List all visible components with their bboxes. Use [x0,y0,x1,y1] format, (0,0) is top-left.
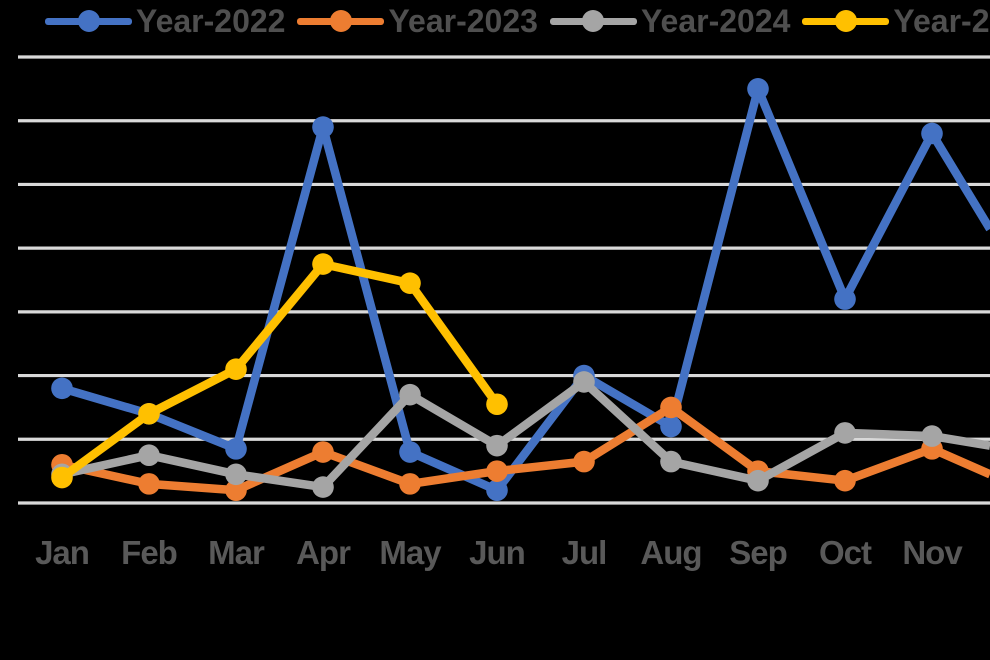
series-year-2025-marker-apr [312,253,334,275]
legend-label: Year-2024 [640,2,791,39]
series-year-2022-marker-oct [834,288,856,310]
x-axis-label-mar: Mar [208,534,265,571]
x-axis-label-aug: Aug [640,534,701,571]
legend-circle-marker-icon [582,10,605,32]
x-axis-label-may: May [379,534,442,571]
x-axis-label-sep: Sep [729,534,787,571]
x-axis-label-jun: Jun [469,534,525,571]
series-year-2022 [51,78,990,502]
series-year-2024-marker-aug [660,450,682,473]
series-year-2023-marker-oct [834,469,856,492]
series-year-2024-marker-nov [921,425,943,447]
series-year-2022-marker-sep [747,78,769,100]
x-axis-label-jan: Jan [35,534,89,571]
series-year-2025-marker-jun [486,393,508,416]
series-year-2024-marker-may [399,383,421,406]
legend-circle-marker-icon [77,10,100,32]
series-year-2023-marker-feb [138,473,160,495]
x-axis-label-nov: Nov [902,534,963,571]
legend-label: Year-2023 [388,2,538,39]
legend: Year-2022 Year-2023 Year-2024 Year-2025 [45,0,990,42]
series-year-2022-marker-nov [921,122,943,145]
legend-label: Year-2025 [893,2,990,39]
legend-line-marker-icon [549,10,637,32]
series-year-2023 [51,396,990,502]
series-year-2022-marker-may [399,441,421,463]
series-year-2023-marker-jun [486,460,508,482]
series-year-2024-marker-mar [225,463,247,486]
series-year-2022-marker-apr [312,116,334,138]
series-year-2024-line [61,377,990,492]
legend-label: Year-2022 [136,2,286,39]
legend-circle-marker-icon [834,10,857,32]
legend-line-marker-icon [45,10,132,32]
series-year-2024-marker-jul [573,371,595,393]
x-axis-labels: Jan Feb Mar Apr May Jun Jul Aug Sep Oct Nov [35,534,964,571]
series-year-2022-line [60,84,990,495]
series-year-2025-marker-may [399,272,421,294]
series-year-2023-marker-mar [225,479,247,502]
series-year-2024-marker-feb [138,444,160,467]
legend-item-year-2024: Year-2024 [549,2,791,40]
series-year-2023-marker-apr [312,441,334,463]
x-axis-label-jul: Jul [562,534,607,571]
series-year-2025-marker-mar [225,358,247,381]
x-axis-label-apr: Apr [296,534,351,571]
legend-circle-marker-icon [329,10,352,32]
series-year-2024-marker-jun [486,434,508,457]
series-year-2025-marker-feb [138,403,160,425]
legend-item-year-2022: Year-2022 [45,3,285,40]
series-year-2025 [51,253,508,489]
legend-item-year-2023: Year-2023 [297,2,538,40]
series-year-2023-marker-aug [660,396,682,419]
series-year-2022-marker-aug [660,415,682,438]
series-year-2024-marker-apr [312,476,334,498]
x-axis-label-oct: Oct [819,534,872,571]
series-year-2024-marker-sep [747,469,769,492]
legend-line-marker-icon [802,10,890,32]
series-year-2023-line [61,403,990,495]
series-year-2022-marker-jan [51,377,73,400]
legend-item-year-2025: Year-2025 [802,3,990,40]
legend-line-marker-icon [297,10,385,32]
x-axis-label-feb: Feb [121,534,177,571]
series-year-2022-marker-mar [225,438,247,460]
series-year-2024-marker-oct [834,422,856,444]
series-year-2025-line [59,259,501,481]
series-year-2025-marker-jan [51,466,73,489]
series-year-2022-marker-jun [486,479,508,502]
series-year-2023-marker-may [399,473,421,495]
series-year-2023-marker-jul [573,450,595,473]
